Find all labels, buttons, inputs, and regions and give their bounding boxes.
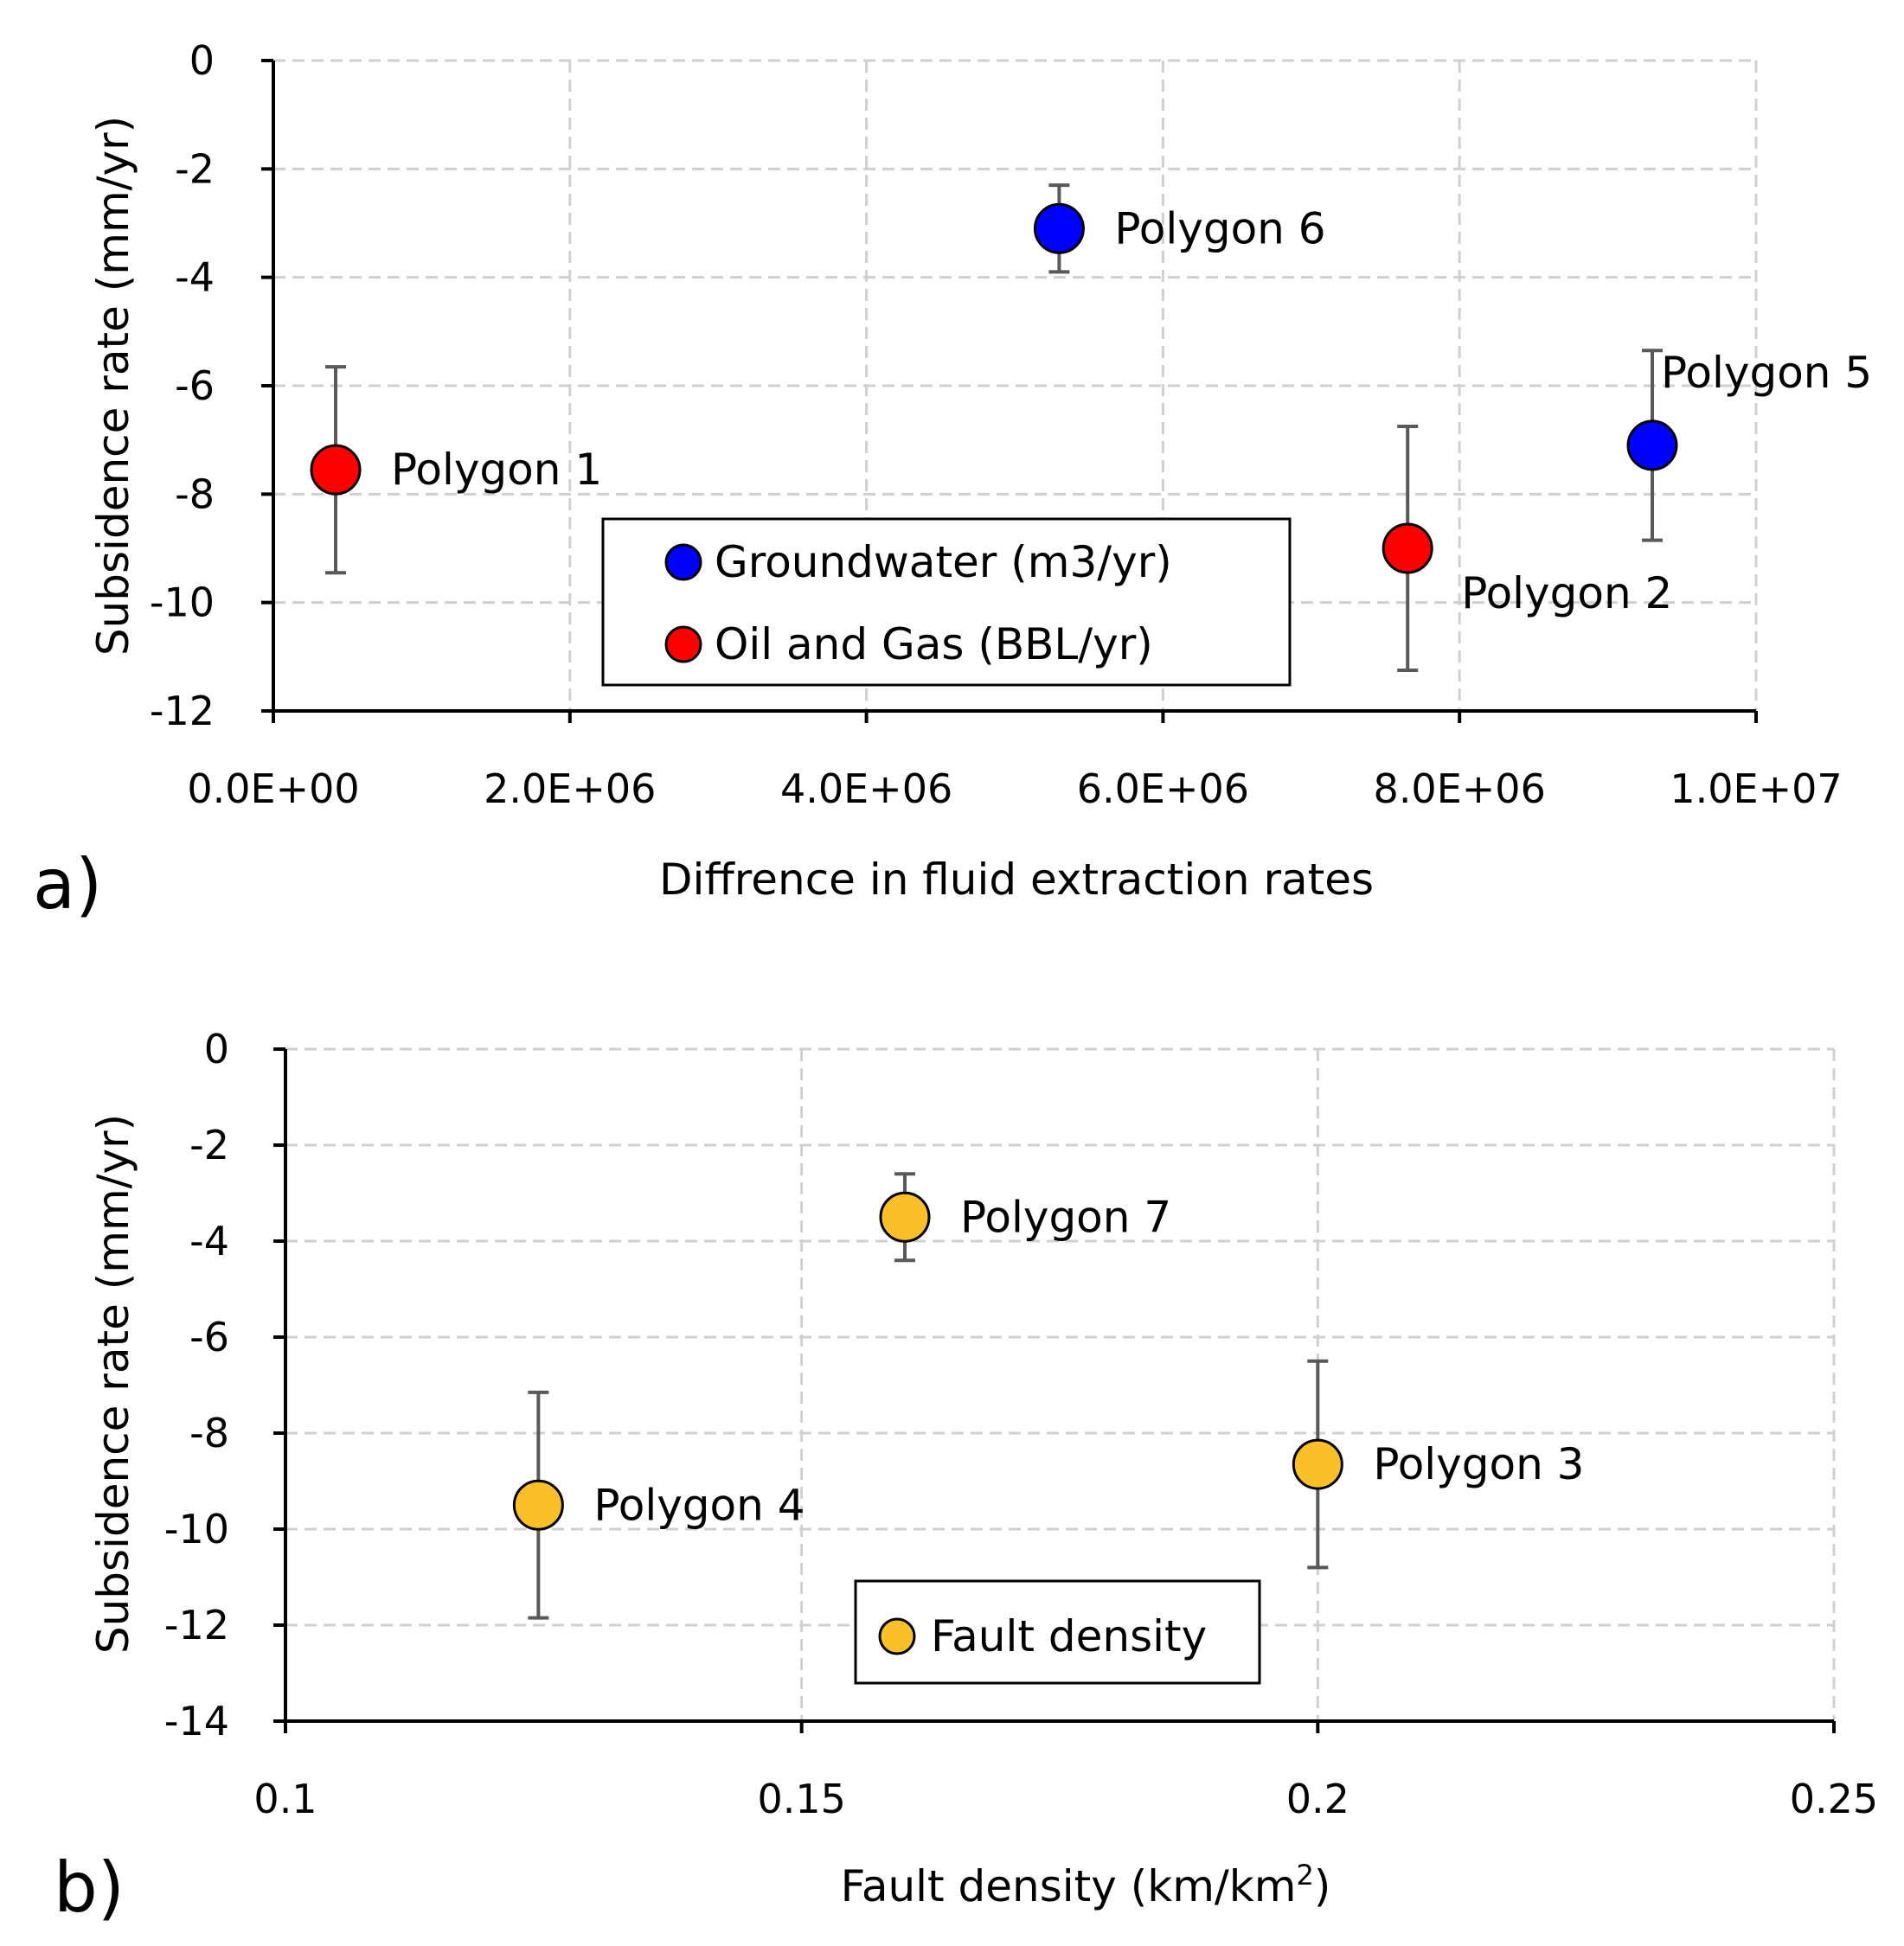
data-label: Polygon 2 xyxy=(1461,568,1672,618)
legend-marker xyxy=(878,1617,916,1655)
legend-box xyxy=(854,1579,1261,1685)
y-tick-label: -6 xyxy=(175,362,215,409)
legend-marker xyxy=(664,543,702,581)
x-tick-label: 0.2 xyxy=(1286,1776,1349,1822)
data-label: Polygon 6 xyxy=(1114,203,1325,253)
legend-entry: Oil and Gas (BBL/yr) xyxy=(715,619,1153,669)
y-axis-title: Subsidence rate (mm/yr) xyxy=(88,1114,138,1654)
panel-letter: b) xyxy=(54,1847,125,1928)
x-tick-label: 2.0E+06 xyxy=(484,765,656,812)
legend-box xyxy=(601,517,1292,687)
legend-entry: Fault density xyxy=(931,1611,1207,1661)
y-tick-label: 0 xyxy=(204,1026,229,1072)
y-tick-label: -12 xyxy=(164,1602,229,1648)
legend-marker xyxy=(664,625,702,663)
y-tick-label: 0 xyxy=(189,37,215,84)
y-tick-label: -14 xyxy=(164,1698,229,1744)
x-axis-title-tail: ) xyxy=(1314,1861,1331,1911)
data-label: Polygon 5 xyxy=(1661,348,1872,398)
x-axis-title-superscript: 2 xyxy=(1296,1859,1313,1892)
x-tick-label: 6.0E+06 xyxy=(1077,765,1249,812)
chart-a: 0 -2 -4 -6 -8 -10 -12 0.0E+00 2.0E+06 4.0E+06 6.0E… xyxy=(33,37,1872,925)
data-point xyxy=(1292,1438,1343,1490)
panel-letter: a) xyxy=(33,844,102,925)
data-label: Polygon 7 xyxy=(960,1192,1171,1242)
y-tick-label: -10 xyxy=(164,1506,229,1552)
data-point xyxy=(310,444,362,496)
x-tick-label: 0.0E+00 xyxy=(187,765,359,812)
data-point xyxy=(512,1479,564,1531)
y-tick-label: -12 xyxy=(150,688,215,734)
data-point xyxy=(879,1191,931,1243)
x-axis-title: Fault density (km/km2) xyxy=(841,1859,1331,1911)
x-tick-label: 0.25 xyxy=(1790,1776,1878,1822)
data-point xyxy=(1033,202,1085,254)
x-axis-title: Diffrence in fluid extraction rates xyxy=(659,855,1374,905)
x-tick-label: 0.15 xyxy=(757,1776,845,1822)
y-axis-title: Subsidence rate (mm/yr) xyxy=(88,116,138,656)
y-tick-label: -6 xyxy=(189,1314,229,1360)
x-tick-label: 4.0E+06 xyxy=(780,765,952,812)
y-tick-label: -4 xyxy=(189,1218,229,1264)
y-tick-label: -4 xyxy=(175,254,215,301)
data-label: Polygon 3 xyxy=(1373,1439,1584,1489)
y-tick-label: -8 xyxy=(175,470,215,517)
x-tick-label: 0.1 xyxy=(253,1776,317,1822)
data-point xyxy=(1382,522,1433,574)
legend-entry: Groundwater (m3/yr) xyxy=(715,537,1172,587)
chart-b: 0 -2 -4 -6 -8 -10 -12 -14 0.1 0.15 0.2 0.25 Fault de… xyxy=(54,1026,1878,1928)
data-point xyxy=(1626,419,1678,471)
y-tick-label: -8 xyxy=(189,1410,229,1456)
data-label: Polygon 1 xyxy=(391,445,602,495)
y-tick-label: -2 xyxy=(175,145,215,192)
data-label: Polygon 4 xyxy=(593,1480,805,1530)
x-tick-label: 1.0E+07 xyxy=(1670,765,1842,812)
y-tick-label: -10 xyxy=(150,579,215,626)
y-tick-label: -2 xyxy=(189,1122,229,1168)
x-tick-label: 8.0E+06 xyxy=(1374,765,1546,812)
